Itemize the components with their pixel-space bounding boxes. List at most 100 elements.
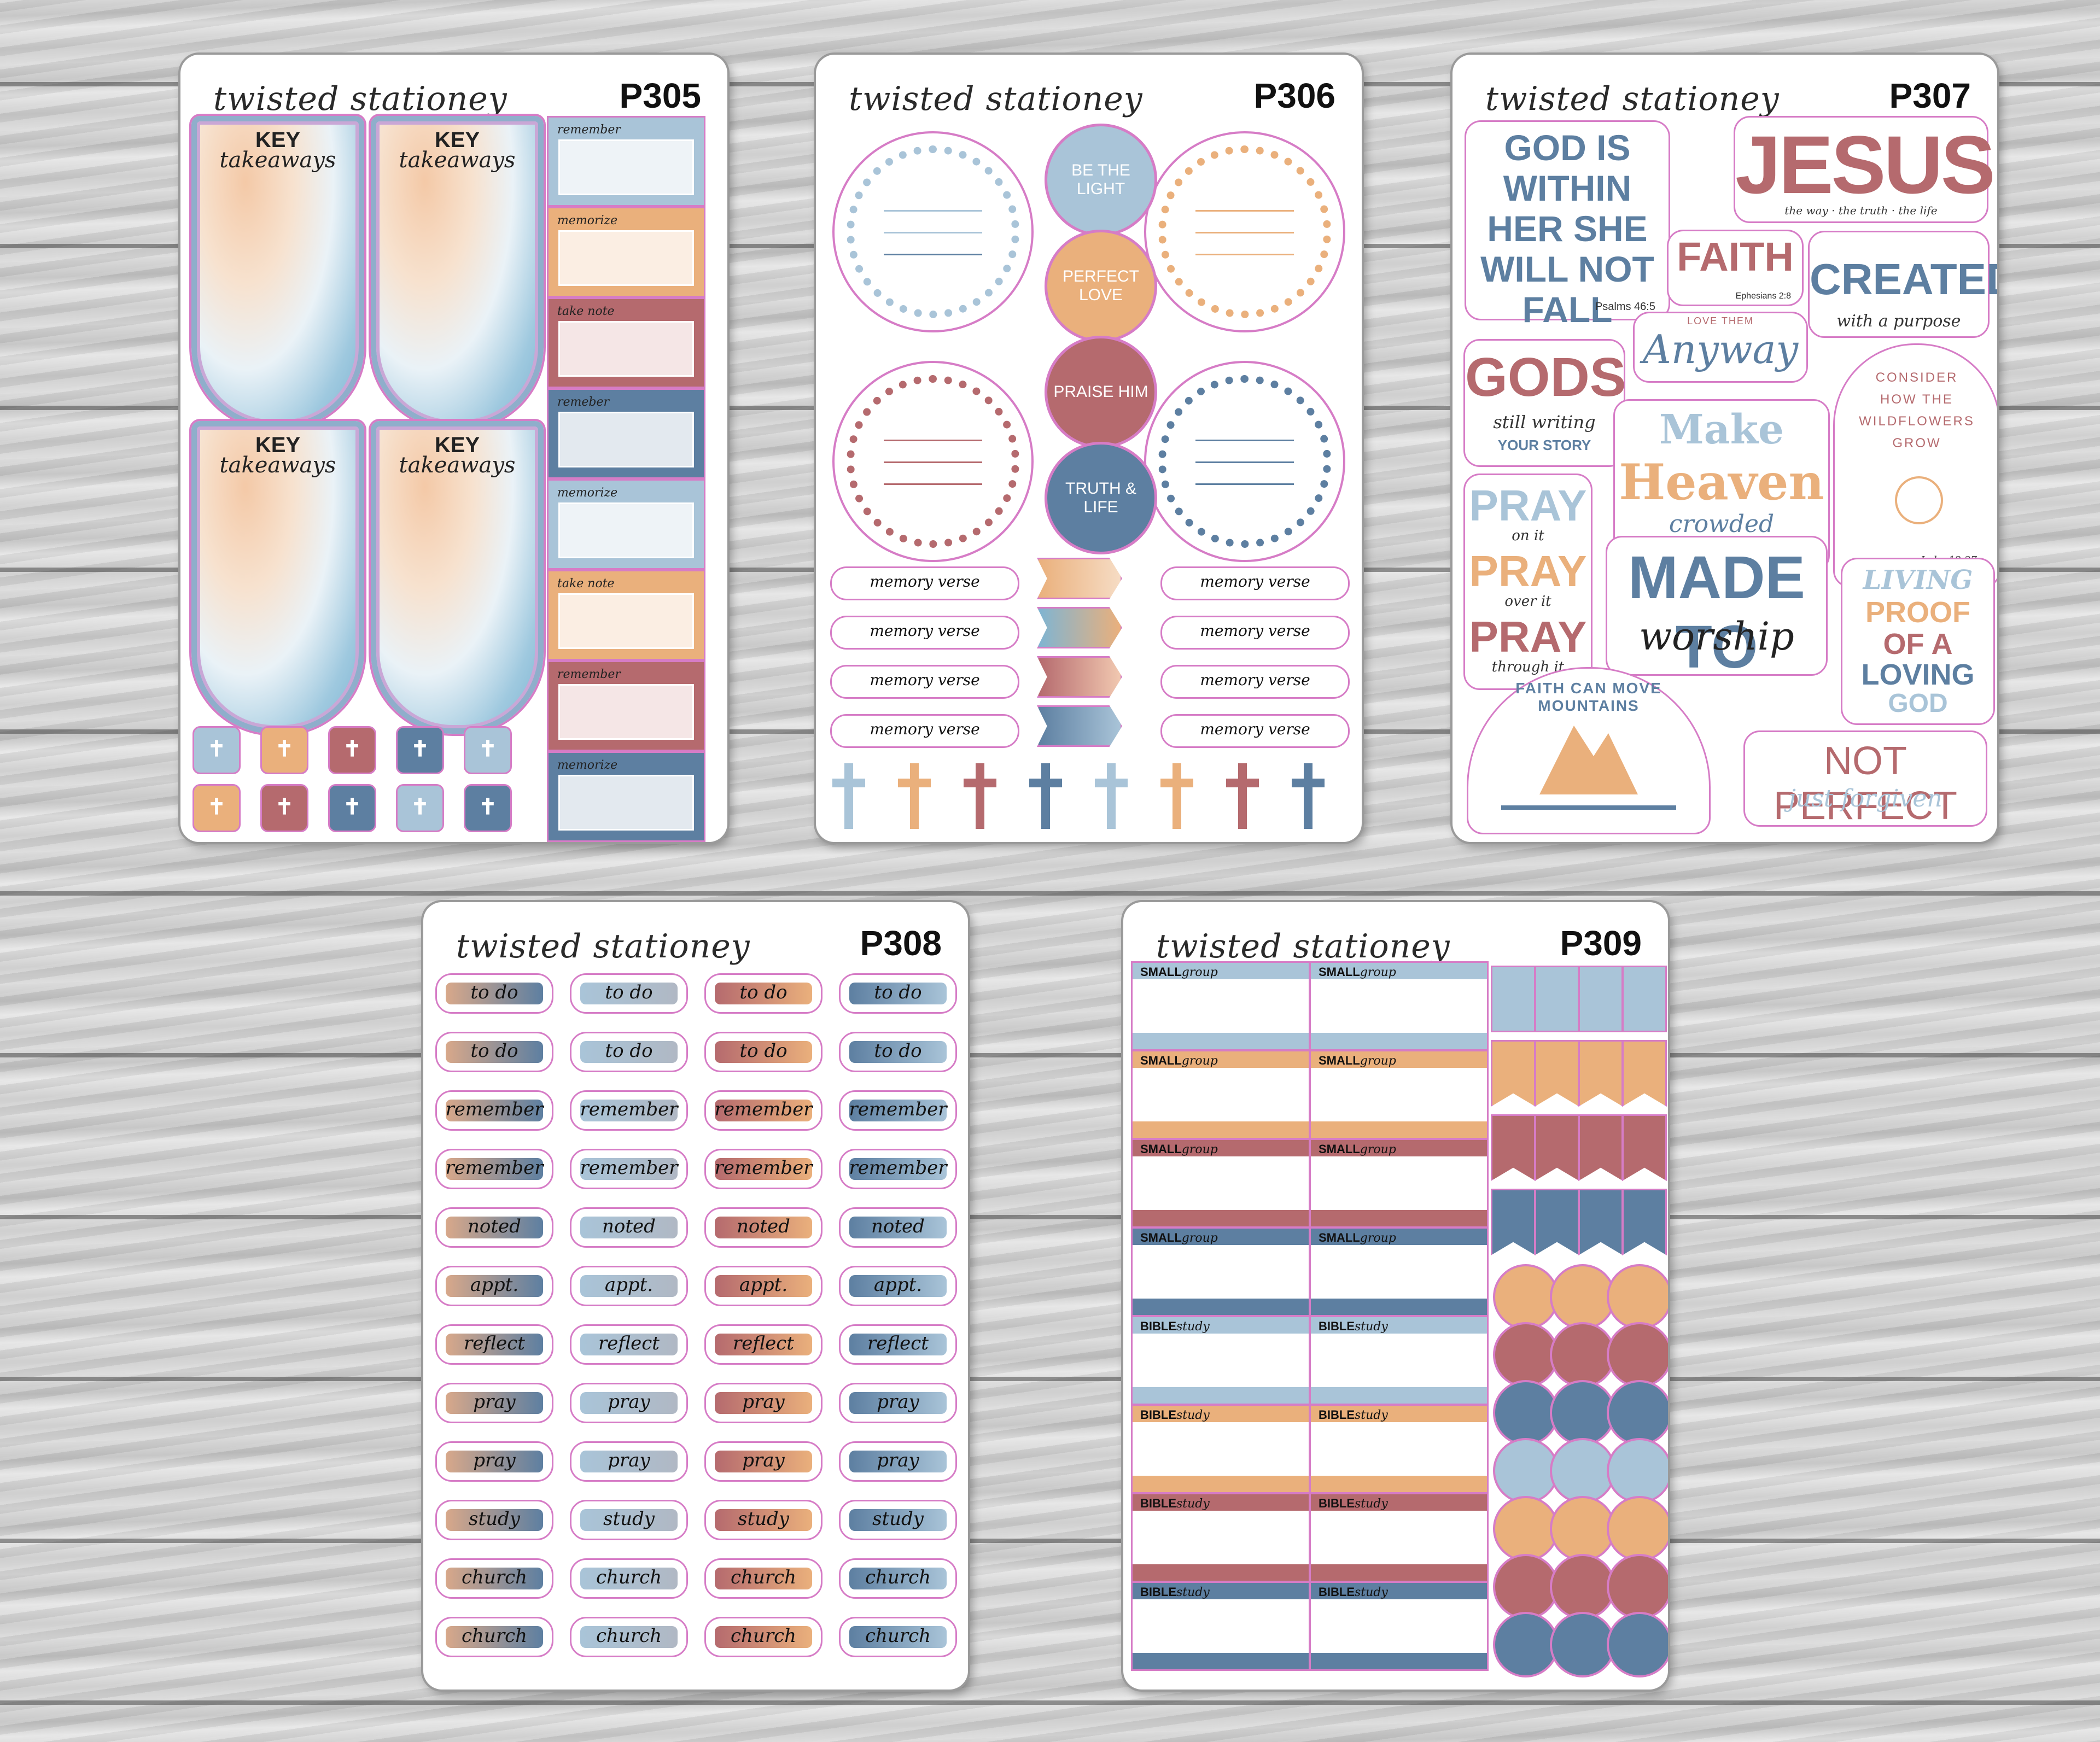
memory-verse-sticker: memory verse [1160, 665, 1350, 699]
brush-swatch [849, 1392, 947, 1414]
brush-swatch [580, 1392, 678, 1414]
memory-verse-sticker: memory verse [1160, 714, 1350, 748]
header-bar [1311, 963, 1487, 979]
not-perfect-sticker: NOT PERFECT just forgiven [1743, 730, 1987, 828]
label-script: group [1181, 1231, 1218, 1245]
sheet-code: P305 [619, 76, 701, 115]
footer-bar [1311, 1653, 1487, 1669]
sheet-p308: twisted stationey P308 to do to do to do to… [423, 902, 968, 1690]
memory-verse-label: memory verse [870, 572, 980, 591]
flag-tab [1491, 966, 1536, 1032]
label-script: group [1360, 1054, 1396, 1068]
circle-dot [1550, 1322, 1615, 1388]
note-box [558, 775, 694, 831]
label-caps: SMALL [1319, 1231, 1360, 1244]
brush-swatch [446, 1158, 543, 1180]
memory-verse-label: memory verse [870, 720, 980, 738]
label-caps: BIBLE [1319, 1585, 1355, 1599]
key-label: KEY [434, 128, 480, 152]
word-sticker: pray [704, 1441, 822, 1482]
word-label: church [596, 1625, 662, 1647]
scripture-ref: Ephesians 2:8 [1735, 291, 1791, 301]
label-script: study [1355, 1497, 1388, 1511]
header-bar [1311, 1317, 1487, 1334]
flag-icon [1037, 607, 1122, 648]
circle-dot [1550, 1612, 1615, 1677]
word-label: pray [877, 1391, 919, 1413]
word-sticker: pray [435, 1383, 553, 1423]
header-bar [1133, 963, 1309, 979]
memory-verse-sticker: memory verse [1160, 566, 1350, 600]
word-sticker: appt. [704, 1266, 822, 1306]
word-label: pray [742, 1449, 785, 1471]
brand-logo: twisted stationey [1485, 80, 1780, 118]
word-label: reflect [733, 1332, 794, 1354]
brush-swatch [849, 1217, 947, 1238]
box-label: SMALLgroup [1140, 1054, 1218, 1068]
note-box [558, 412, 694, 467]
note-label: memorize [557, 214, 618, 227]
word-sticker: study [570, 1500, 688, 1540]
circle-dot [1493, 1322, 1559, 1388]
label-script: study [1176, 1497, 1210, 1511]
word-label: church [461, 1566, 528, 1588]
footer-bar [1311, 1210, 1487, 1226]
header-bar [1133, 1051, 1309, 1068]
god-within-her-text: GOD IS WITHIN HER SHE WILL NOT FALL [1480, 127, 1654, 330]
takeaways-label: takeaways [399, 453, 516, 478]
footer-bar [1311, 1121, 1487, 1138]
brush-swatch [580, 1217, 678, 1238]
flag-tab [1535, 1040, 1579, 1107]
brush-swatch [580, 1626, 678, 1648]
bible-icon: ✝ [192, 784, 241, 832]
flag-tab [1622, 1189, 1667, 1255]
word-sticker: to do [570, 973, 688, 1014]
label-caps: BIBLE [1319, 1497, 1355, 1510]
word-sticker: church [704, 1558, 822, 1599]
note-sticker: take note [547, 570, 705, 660]
word-sticker: study [704, 1500, 822, 1540]
box-label: SMALLgroup [1319, 965, 1396, 979]
label-caps: BIBLE [1140, 1408, 1176, 1422]
brush-swatch [446, 1100, 543, 1121]
word-label: pray [473, 1391, 516, 1413]
label-script: study [1355, 1320, 1388, 1334]
brush-swatch [849, 1041, 947, 1063]
note-label: memorize [557, 758, 618, 772]
circle-dot [1607, 1438, 1668, 1504]
word-sticker: remember [435, 1149, 553, 1189]
brush-swatch [715, 1509, 812, 1531]
sheet-code: P308 [860, 923, 942, 963]
word-label: appt. [873, 1274, 923, 1296]
wreath-icon [1144, 131, 1345, 332]
living-proof-sticker: LIVING PROOF OF A LOVING GOD [1841, 558, 1995, 725]
pray-text: PRAY [1469, 547, 1587, 595]
word-sticker: remember [570, 1149, 688, 1189]
box-label: SMALLgroup [1140, 1231, 1218, 1245]
label-script: study [1355, 1586, 1388, 1599]
word-label: study [469, 1508, 520, 1530]
brush-swatch [715, 983, 812, 1004]
mountain-icon [1539, 726, 1638, 794]
word-label: remember [445, 1157, 544, 1179]
word-label: pray [742, 1391, 785, 1413]
note-box [558, 684, 694, 740]
footer-bar [1133, 1476, 1309, 1492]
brush-swatch [446, 1334, 543, 1355]
made-to-text: MADE TO [1628, 544, 1805, 681]
box-label: SMALLgroup [1319, 1142, 1396, 1156]
pray-text: PRAY [1469, 481, 1587, 530]
memory-verse-sticker: memory verse [830, 665, 1019, 699]
word-sticker: church [435, 1617, 553, 1657]
footer-bar [1133, 1210, 1309, 1226]
divider [1501, 805, 1676, 810]
bible-study-box: BIBLEstudy [1131, 1493, 1310, 1582]
bible-study-box: BIBLEstudy [1131, 1404, 1310, 1494]
make-text: Make [1659, 406, 1784, 453]
small-group-box: SMALLgroup [1309, 1050, 1489, 1139]
label-script: group [1360, 1231, 1396, 1245]
flag-tab [1622, 1114, 1667, 1181]
footer-bar [1133, 1121, 1309, 1138]
brush-swatch [580, 983, 678, 1004]
flag-tab [1535, 1114, 1579, 1181]
